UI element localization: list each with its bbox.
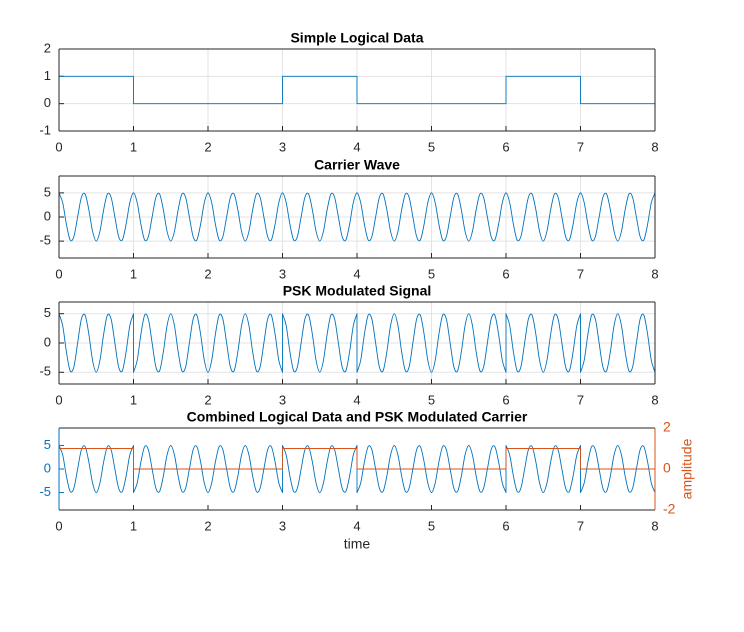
signal-line bbox=[58, 192, 656, 242]
x-tick-label: 3 bbox=[279, 266, 286, 281]
y-tick-label: 5 bbox=[44, 437, 51, 452]
y2-tick-label: -2 bbox=[663, 501, 676, 517]
x-tick-label: 7 bbox=[577, 139, 584, 154]
x-tick-label: 3 bbox=[279, 518, 286, 533]
x-tick-label: 6 bbox=[502, 518, 509, 533]
x-tick-label: 7 bbox=[577, 392, 584, 407]
x-tick-label: 1 bbox=[130, 266, 137, 281]
x-tick-label: 5 bbox=[428, 266, 435, 281]
signal-line bbox=[59, 448, 655, 470]
x-tick-label: 1 bbox=[130, 392, 137, 407]
x-tick-label: 8 bbox=[651, 392, 658, 407]
y-tick-label: 0 bbox=[44, 460, 51, 475]
x-tick-label: 2 bbox=[204, 266, 211, 281]
y-tick-label: -1 bbox=[39, 122, 51, 137]
y-tick-label: -5 bbox=[39, 484, 51, 499]
signal-line bbox=[58, 313, 656, 373]
chart-title: PSK Modulated Signal bbox=[283, 283, 432, 299]
x-tick-label: 0 bbox=[55, 139, 62, 154]
y-tick-label: 5 bbox=[44, 305, 51, 320]
x-tick-label: 5 bbox=[428, 139, 435, 154]
y2-tick-label: 0 bbox=[663, 460, 671, 476]
x-tick-label: 0 bbox=[55, 518, 62, 533]
x-tick-label: 8 bbox=[651, 518, 658, 533]
x-tick-label: 8 bbox=[651, 139, 658, 154]
chart-title: Combined Logical Data and PSK Modulated … bbox=[187, 409, 528, 425]
x-tick-label: 2 bbox=[204, 392, 211, 407]
x-tick-label: 4 bbox=[353, 266, 360, 281]
x-tick-label: 2 bbox=[204, 139, 211, 154]
y-tick-label: 1 bbox=[44, 68, 51, 83]
x-tick-label: 1 bbox=[130, 518, 137, 533]
chart-title: Carrier Wave bbox=[314, 157, 400, 173]
x-tick-label: 7 bbox=[577, 518, 584, 533]
x-tick-label: 6 bbox=[502, 266, 509, 281]
x-tick-label: 1 bbox=[130, 139, 137, 154]
x-tick-label: 4 bbox=[353, 518, 360, 533]
x-tick-label: 6 bbox=[502, 139, 509, 154]
x-tick-label: 4 bbox=[353, 392, 360, 407]
y-tick-label: 0 bbox=[44, 95, 51, 110]
x-tick-label: 0 bbox=[55, 392, 62, 407]
x-tick-label: 4 bbox=[353, 139, 360, 154]
x-tick-label: 2 bbox=[204, 518, 211, 533]
x-tick-label: 6 bbox=[502, 392, 509, 407]
y-tick-label: -5 bbox=[39, 364, 51, 379]
x-axis-label: time bbox=[344, 536, 371, 552]
y-tick-label: 0 bbox=[44, 334, 51, 349]
y-tick-label: 0 bbox=[44, 208, 51, 223]
y-tick-label: 5 bbox=[44, 184, 51, 199]
x-tick-label: 7 bbox=[577, 266, 584, 281]
x-tick-label: 0 bbox=[55, 266, 62, 281]
y2-tick-label: 2 bbox=[663, 419, 671, 435]
chart-title: Simple Logical Data bbox=[290, 30, 423, 46]
x-tick-label: 3 bbox=[279, 392, 286, 407]
signal-line bbox=[58, 75, 655, 105]
y-tick-label: 2 bbox=[44, 40, 51, 55]
y2-axis-label: amplitude bbox=[679, 438, 695, 499]
x-tick-label: 5 bbox=[428, 518, 435, 533]
y-tick-label: -5 bbox=[39, 233, 51, 248]
x-tick-label: 8 bbox=[651, 266, 658, 281]
x-tick-label: 3 bbox=[279, 139, 286, 154]
x-tick-label: 5 bbox=[428, 392, 435, 407]
